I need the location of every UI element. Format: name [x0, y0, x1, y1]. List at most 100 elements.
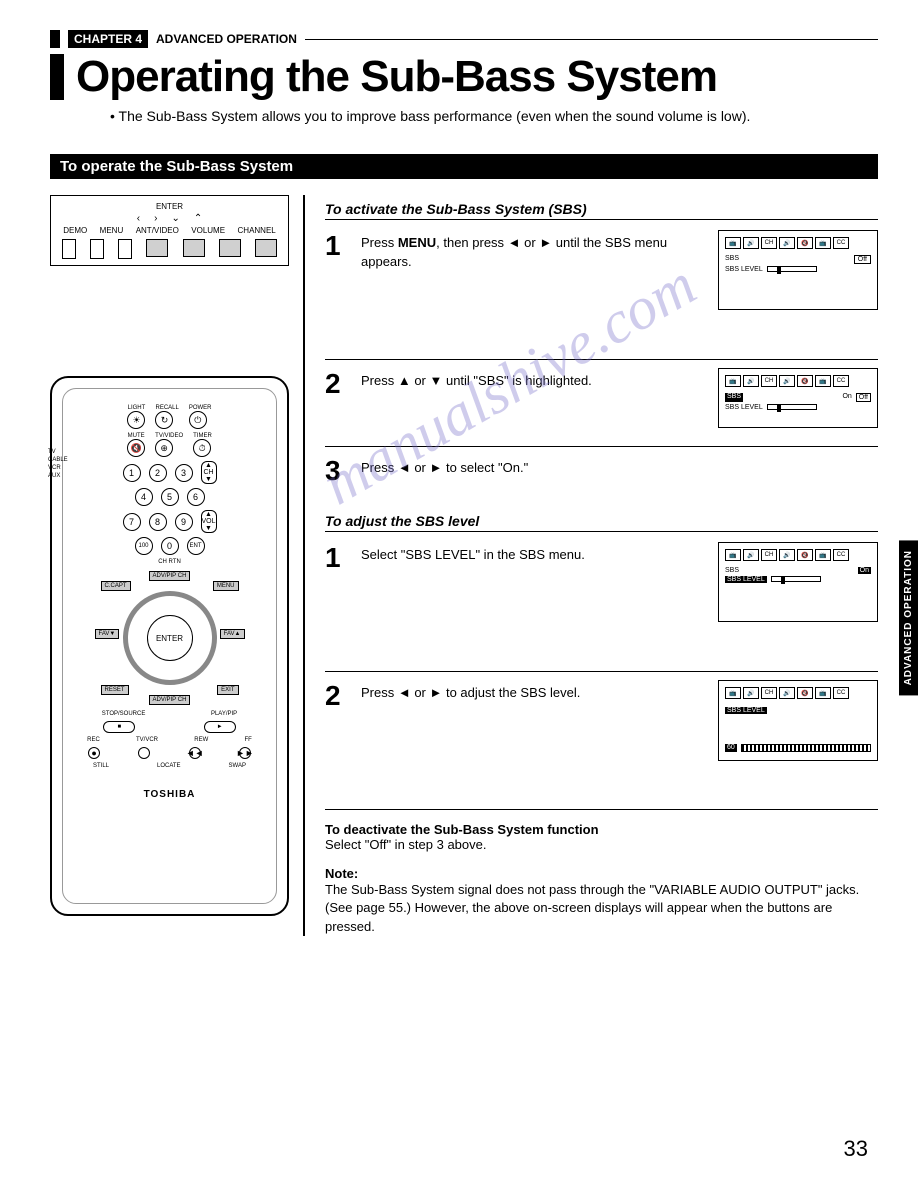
- deactivate-heading: To deactivate the Sub-Bass System functi…: [325, 822, 878, 837]
- num-5: 5: [161, 488, 179, 506]
- mute-label: MUTE: [127, 433, 145, 439]
- dpad-exit: EXIT: [217, 685, 238, 695]
- step-text: Press ▲ or ▼ until "SBS" is highlighted.: [361, 368, 706, 391]
- dpad-menu: MENU: [213, 581, 239, 591]
- still-label: STILL: [93, 763, 109, 769]
- osd-icon: CH: [761, 237, 777, 249]
- remote-diagram: TV CABLE VCR AUX LIGHT☀ RECALL↻ POWER⏻ M…: [50, 376, 289, 916]
- osd-icon: CC: [833, 237, 849, 249]
- page-number: 33: [844, 1136, 868, 1162]
- osd-sbslevel-hl: SBS LEVEL: [725, 576, 767, 583]
- osd-icon: CC: [833, 549, 849, 561]
- mute-btn: 🔇: [127, 439, 145, 457]
- remote-brand: TOSHIBA: [69, 789, 270, 800]
- osd-level-bar: [741, 744, 871, 752]
- vol-rocker: ▲VOL▼: [201, 510, 217, 533]
- note-text: The Sub-Bass System signal does not pass…: [325, 881, 878, 936]
- step-number: 2: [325, 680, 349, 712]
- chapter-sub: ADVANCED OPERATION: [156, 32, 297, 46]
- activate-step-2: 2 Press ▲ or ▼ until "SBS" is highlighte…: [325, 368, 878, 447]
- adjust-step-2: 2 Press ◄ or ► to adjust the SBS level. …: [325, 680, 878, 810]
- switch-vcr: VCR: [48, 464, 68, 472]
- osd-icon: 🔊: [743, 237, 759, 249]
- section-heading: To operate the Sub-Bass System: [50, 154, 878, 179]
- osd-sbs-hl: SBS: [725, 393, 743, 402]
- num-4: 4: [135, 488, 153, 506]
- osd-screen-3: 📺🔊CH🔊🔇📺CC SBSOn SBS LEVEL: [718, 542, 878, 622]
- step-number: 2: [325, 368, 349, 400]
- num-2: 2: [149, 464, 167, 482]
- power-label: POWER: [189, 405, 212, 411]
- timer-label: TIMER: [193, 433, 212, 439]
- tvvcr-label: TV/VCR: [136, 737, 158, 743]
- osd-icon: 🔊: [743, 375, 759, 387]
- osd-off: Off: [854, 255, 871, 264]
- panel-btn: [62, 239, 76, 259]
- tvvideo-label: TV/VIDEO: [155, 433, 183, 439]
- panel-volume: VOLUME: [191, 226, 225, 235]
- adjust-step-1: 1 Select "SBS LEVEL" in the SBS menu. 📺🔊…: [325, 542, 878, 672]
- step-number: 1: [325, 542, 349, 574]
- panel-arrow-down: ⌄: [171, 213, 179, 224]
- header-rule: [305, 39, 878, 40]
- num-100: 100: [135, 537, 153, 555]
- osd-icon: 📺: [815, 687, 831, 699]
- num-1: 1: [123, 464, 141, 482]
- osd-icon: 🔊: [743, 549, 759, 561]
- panel-menu: MENU: [100, 226, 124, 235]
- osd-icon: 📺: [725, 549, 741, 561]
- switch-aux: AUX: [48, 472, 68, 480]
- tvvideo-btn: ⊕: [155, 439, 173, 457]
- panel-arrow-left: ‹: [137, 213, 140, 224]
- num-0: 0: [161, 537, 179, 555]
- remote-mode-switch: TV CABLE VCR AUX: [48, 448, 68, 480]
- stop-source-label: STOP/SOURCE: [102, 711, 146, 717]
- dpad-reset: RESET: [101, 685, 129, 695]
- stop-btn: ■: [103, 721, 135, 733]
- osd-icon: CC: [833, 687, 849, 699]
- tvvcr-btn: [138, 747, 150, 759]
- osd-icon: 🔊: [779, 549, 795, 561]
- osd-icon: CC: [833, 375, 849, 387]
- num-8: 8: [149, 513, 167, 531]
- ff-label: FF: [245, 737, 252, 743]
- osd-icon: 🔇: [797, 237, 813, 249]
- power-btn: ⏻: [189, 411, 207, 429]
- osd-icon: 🔇: [797, 375, 813, 387]
- step-number: 3: [325, 455, 349, 487]
- left-column: ENTER ‹ › ⌄ ⌃ DEMO MENU ANT/VIDEO VOLUME…: [50, 195, 305, 936]
- osd-sbslevel: SBS LEVEL: [725, 404, 763, 411]
- ent-btn: ENT: [187, 537, 205, 555]
- dpad-ccapt: C.CAPT: [101, 581, 131, 591]
- panel-btn: [255, 239, 277, 257]
- chapter-badge: CHAPTER 4: [68, 30, 148, 48]
- osd-icon: CH: [761, 375, 777, 387]
- osd-icon: 📺: [725, 375, 741, 387]
- osd-icon: 🔊: [743, 687, 759, 699]
- osd-sbs: SBS: [725, 255, 739, 264]
- recall-label: RECALL: [155, 405, 178, 411]
- osd-icon: 📺: [815, 237, 831, 249]
- osd-slider: [771, 576, 821, 582]
- osd-icon: 🔊: [779, 237, 795, 249]
- activate-step-1: 1 Press MENU, then press ◄ or ► until th…: [325, 230, 878, 360]
- rew-btn: ◄◄: [189, 747, 201, 759]
- page-title: Operating the Sub-Bass System: [76, 54, 717, 100]
- panel-arrow-up: ⌃: [194, 213, 202, 224]
- panel-demo: DEMO: [63, 226, 87, 235]
- step-text: Press ◄ or ► to adjust the SBS level.: [361, 680, 706, 703]
- osd-sbslevel-hl: SBS LEVEL: [725, 707, 767, 714]
- osd-icon: 🔊: [779, 375, 795, 387]
- num-7: 7: [123, 513, 141, 531]
- osd-icon: 📺: [815, 549, 831, 561]
- panel-btn: [90, 239, 104, 259]
- panel-btn: [219, 239, 241, 257]
- step-text: Select "SBS LEVEL" in the SBS menu.: [361, 542, 706, 565]
- ch-rocker: ▲CH▼: [201, 461, 217, 484]
- osd-icon: 🔇: [797, 687, 813, 699]
- accent-bar: [50, 30, 60, 48]
- activate-step-3: 3 Press ◄ or ► to select "On.": [325, 455, 878, 505]
- timer-btn: ⏱: [193, 439, 211, 457]
- switch-cable: CABLE: [48, 456, 68, 464]
- panel-btn: [146, 239, 168, 257]
